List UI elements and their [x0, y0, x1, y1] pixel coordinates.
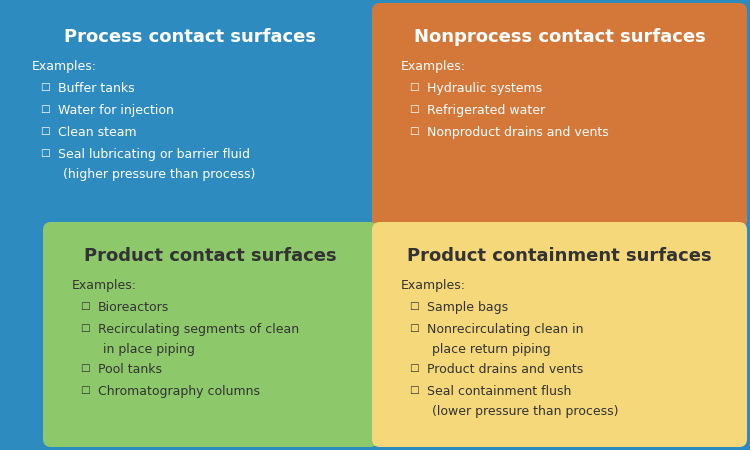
Text: Bioreactors: Bioreactors: [98, 301, 170, 314]
Text: Chromatography columns: Chromatography columns: [98, 385, 260, 398]
Text: □: □: [409, 363, 419, 373]
Text: Water for injection: Water for injection: [58, 104, 174, 117]
Text: □: □: [40, 82, 50, 92]
Text: □: □: [409, 301, 419, 311]
Text: Process contact surfaces: Process contact surfaces: [64, 28, 316, 46]
Text: Examples:: Examples:: [401, 60, 466, 73]
FancyBboxPatch shape: [372, 222, 747, 447]
Text: place return piping: place return piping: [432, 343, 550, 356]
Text: □: □: [409, 82, 419, 92]
Text: □: □: [409, 323, 419, 333]
Text: (lower pressure than process): (lower pressure than process): [432, 405, 619, 418]
Text: Examples:: Examples:: [401, 279, 466, 292]
Text: □: □: [40, 126, 50, 136]
Text: Examples:: Examples:: [72, 279, 137, 292]
Text: Sample bags: Sample bags: [427, 301, 508, 314]
Text: □: □: [40, 104, 50, 114]
Text: Refrigerated water: Refrigerated water: [427, 104, 545, 117]
Text: □: □: [80, 363, 90, 373]
Text: Product containment surfaces: Product containment surfaces: [407, 247, 712, 265]
Text: □: □: [409, 385, 419, 395]
Text: Examples:: Examples:: [32, 60, 97, 73]
FancyBboxPatch shape: [3, 3, 378, 228]
Text: Hydraulic systems: Hydraulic systems: [427, 82, 542, 95]
Text: □: □: [409, 104, 419, 114]
FancyBboxPatch shape: [372, 3, 747, 228]
Text: Product drains and vents: Product drains and vents: [427, 363, 584, 376]
Text: Recirculating segments of clean: Recirculating segments of clean: [98, 323, 299, 336]
Text: Pool tanks: Pool tanks: [98, 363, 162, 376]
Text: Product contact surfaces: Product contact surfaces: [84, 247, 337, 265]
Text: □: □: [409, 126, 419, 136]
Text: Nonproduct drains and vents: Nonproduct drains and vents: [427, 126, 609, 139]
Text: □: □: [80, 323, 90, 333]
Text: Nonprocess contact surfaces: Nonprocess contact surfaces: [414, 28, 705, 46]
Text: in place piping: in place piping: [103, 343, 195, 356]
Text: □: □: [80, 385, 90, 395]
Text: Nonrecirculating clean in: Nonrecirculating clean in: [427, 323, 584, 336]
FancyBboxPatch shape: [43, 222, 378, 447]
Text: Seal containment flush: Seal containment flush: [427, 385, 572, 398]
Text: Clean steam: Clean steam: [58, 126, 136, 139]
Text: □: □: [80, 301, 90, 311]
Text: Buffer tanks: Buffer tanks: [58, 82, 135, 95]
Text: Seal lubricating or barrier fluid: Seal lubricating or barrier fluid: [58, 148, 250, 161]
Text: □: □: [40, 148, 50, 158]
FancyBboxPatch shape: [10, 10, 740, 440]
Text: (higher pressure than process): (higher pressure than process): [63, 168, 255, 181]
